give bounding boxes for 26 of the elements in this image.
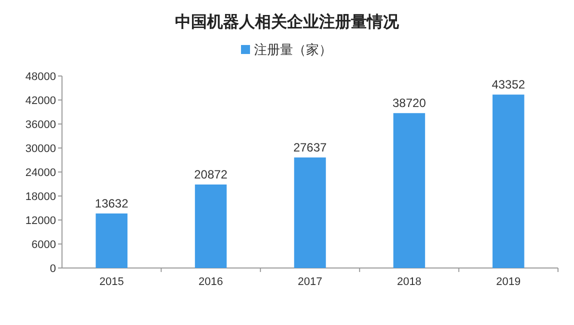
- chart-title: 中国机器人相关企业注册量情况: [175, 13, 400, 31]
- x-tick-label: 2015: [99, 276, 124, 288]
- y-tick-label: 36000: [25, 119, 56, 131]
- x-tick-label: 2017: [298, 276, 322, 288]
- y-tick-label: 18000: [25, 191, 56, 203]
- y-tick-label: 30000: [25, 143, 56, 155]
- data-label: 20872: [194, 168, 228, 182]
- data-label: 13632: [94, 196, 129, 210]
- data-label: 27637: [293, 140, 328, 154]
- y-tick-label: 0: [50, 263, 56, 275]
- bar: [194, 184, 227, 268]
- bar: [96, 213, 128, 268]
- data-label: 43352: [492, 78, 526, 92]
- bar: [492, 94, 524, 268]
- bar: [294, 157, 326, 268]
- legend: 注册量（家）: [241, 42, 332, 57]
- y-tick-label: 42000: [25, 95, 56, 107]
- y-tick-label: 48000: [25, 71, 56, 83]
- bar: [393, 113, 426, 268]
- y-tick-label: 12000: [25, 215, 56, 227]
- data-label: 38720: [392, 96, 426, 110]
- y-tick-label: 6000: [32, 239, 56, 251]
- y-tick-label: 24000: [25, 167, 56, 179]
- x-tick-label: 2019: [496, 276, 521, 288]
- x-tick-label: 2016: [198, 276, 224, 288]
- x-tick-label: 2018: [396, 276, 422, 288]
